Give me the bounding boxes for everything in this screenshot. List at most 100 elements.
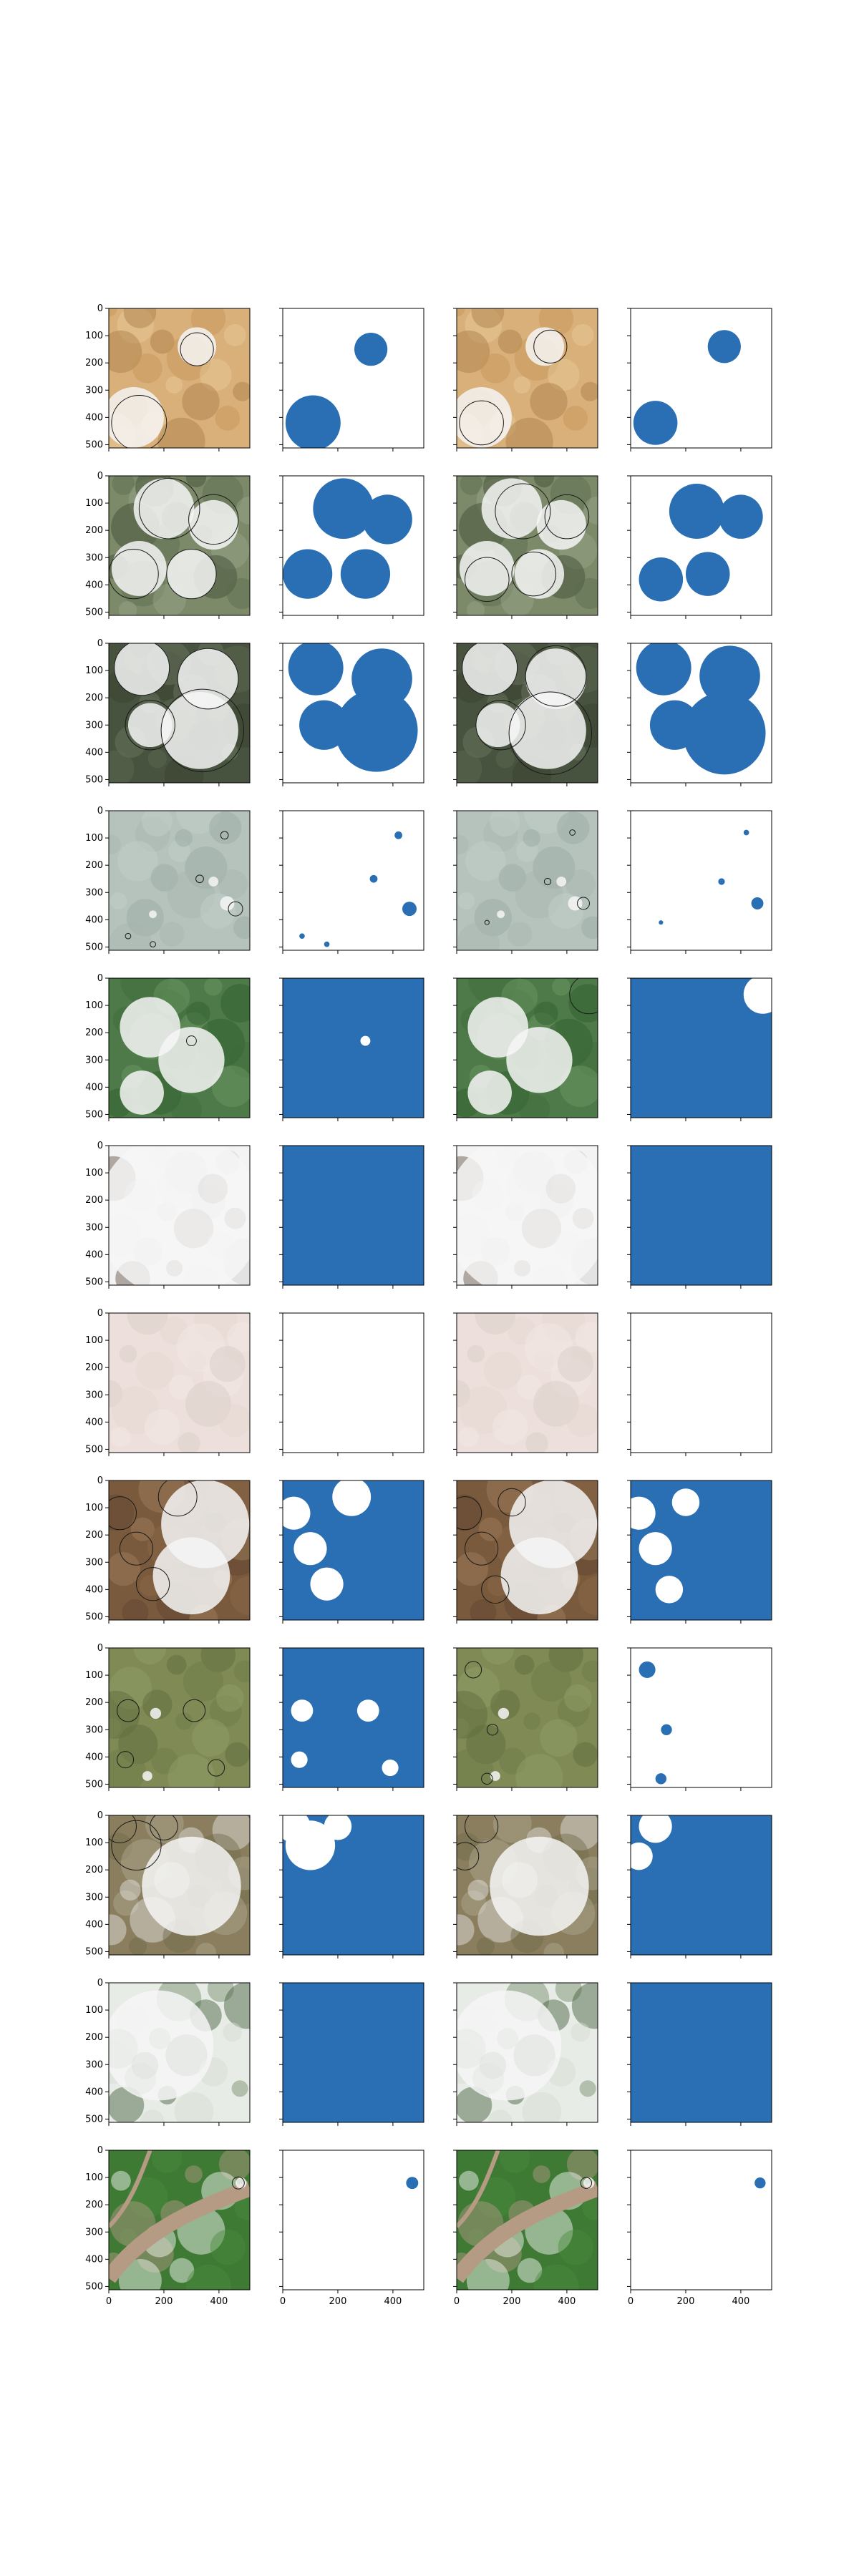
image-texture-patch bbox=[540, 1719, 578, 1757]
image-texture-patch bbox=[110, 892, 127, 909]
mask-blob bbox=[669, 484, 724, 539]
axes-frame bbox=[282, 977, 424, 1118]
image-texture-patch bbox=[147, 749, 167, 769]
cloud-shape bbox=[109, 1146, 250, 1285]
image-texture-patch bbox=[230, 1576, 250, 1616]
image-texture-patch bbox=[170, 1094, 203, 1118]
axes-frame bbox=[630, 643, 772, 784]
image-texture-patch bbox=[555, 1983, 582, 2002]
axes-frame bbox=[456, 1647, 598, 1788]
y-tick-label: 200 bbox=[85, 2200, 103, 2210]
mask-blob bbox=[291, 1699, 314, 1722]
cloud-shape bbox=[498, 1707, 510, 1719]
mask-contour bbox=[465, 1815, 499, 1843]
y-tick-label: 100 bbox=[85, 1838, 103, 1848]
image-texture-patch bbox=[142, 811, 173, 837]
x-tick-label: 200 bbox=[503, 2296, 521, 2307]
mask-blob bbox=[743, 978, 772, 1014]
image-texture-patch bbox=[505, 417, 553, 448]
mask-contour bbox=[117, 1699, 140, 1722]
axes-frame bbox=[456, 1145, 598, 1286]
axes-frame bbox=[108, 1145, 251, 1286]
panel-content bbox=[457, 811, 598, 950]
image-texture-patch bbox=[457, 1914, 475, 1946]
mask-contour bbox=[543, 877, 552, 886]
mask-contour bbox=[186, 1035, 197, 1047]
panel-content bbox=[631, 1648, 772, 1787]
mask-blob bbox=[631, 1842, 653, 1870]
image-texture-patch bbox=[113, 1890, 139, 1916]
image-texture-patch bbox=[487, 2109, 513, 2122]
panel-content bbox=[631, 476, 772, 615]
mask-contour bbox=[508, 691, 593, 775]
y-tick-label: 100 bbox=[85, 331, 103, 341]
mask-background bbox=[283, 811, 424, 950]
image-texture-patch bbox=[145, 1815, 184, 1843]
mask-contour bbox=[138, 477, 200, 540]
image-texture-patch bbox=[457, 2087, 492, 2122]
cloud-shape bbox=[158, 1027, 225, 1093]
y-tick-label: 0 bbox=[97, 973, 103, 984]
axes-frame bbox=[456, 2150, 598, 2290]
image-texture-patch bbox=[583, 496, 598, 525]
y-tick-label: 500 bbox=[85, 1611, 103, 1622]
y-tick-label: 0 bbox=[97, 1643, 103, 1654]
mask-contour bbox=[114, 643, 170, 696]
image-texture-patch bbox=[160, 1317, 188, 1345]
axes-frame bbox=[630, 1480, 772, 1621]
cloud-shape bbox=[481, 478, 543, 540]
cloud-shape bbox=[514, 549, 565, 599]
y-tick-label: 100 bbox=[85, 665, 103, 676]
image-texture-patch bbox=[560, 1815, 598, 1851]
y-tick-label: 200 bbox=[85, 358, 103, 369]
cloud-shape bbox=[178, 327, 217, 366]
cloud-shape bbox=[457, 1146, 598, 1285]
y-tick-label: 200 bbox=[85, 1195, 103, 1206]
panel-content bbox=[457, 476, 598, 615]
image-texture-patch bbox=[492, 1815, 532, 1843]
image-texture-patch bbox=[490, 811, 520, 837]
y-tick-label: 500 bbox=[85, 607, 103, 618]
image-texture-patch bbox=[476, 1937, 495, 1955]
image-texture-patch bbox=[457, 1833, 481, 1861]
image-texture-patch bbox=[127, 1313, 168, 1335]
y-tick-label: 300 bbox=[85, 552, 103, 563]
mask-contour bbox=[580, 2177, 593, 2189]
image-texture-patch bbox=[579, 2080, 596, 2097]
panel-r7-c1: 0 100 200 300 400 500 bbox=[85, 1308, 251, 1456]
y-tick-label: 500 bbox=[85, 2281, 103, 2292]
mask-contour bbox=[228, 901, 243, 917]
image-texture-patch bbox=[211, 1065, 250, 1108]
image-texture-patch bbox=[109, 1833, 133, 1861]
image-texture-patch bbox=[209, 1695, 242, 1727]
image-texture-patch bbox=[122, 1599, 149, 1620]
image-texture-patch bbox=[165, 376, 183, 394]
image-texture-patch bbox=[578, 1576, 598, 1616]
y-tick-label: 400 bbox=[85, 412, 103, 423]
mask-contour bbox=[569, 829, 576, 836]
image-texture-patch bbox=[498, 329, 523, 354]
panel-r3-c1: 0 100 200 300 400 500 bbox=[85, 638, 251, 786]
image-texture-patch bbox=[133, 1648, 167, 1665]
panel-r8-c3 bbox=[453, 1480, 598, 1624]
image-texture-patch bbox=[525, 1432, 548, 1453]
mask-contour bbox=[157, 1480, 198, 1517]
cloud-shape bbox=[111, 541, 167, 596]
image-texture-patch bbox=[183, 1661, 224, 1702]
image-texture-patch bbox=[229, 1041, 250, 1078]
image-texture-patch bbox=[574, 577, 598, 610]
y-tick-label: 300 bbox=[85, 1055, 103, 1065]
image-texture-patch bbox=[563, 406, 588, 431]
panel-r1-c1: 0 100 200 300 400 500 bbox=[85, 303, 251, 452]
image-texture-patch bbox=[135, 1351, 174, 1390]
image-texture-patch bbox=[566, 2150, 598, 2181]
river-shape bbox=[457, 2181, 598, 2283]
image-texture-patch bbox=[109, 1380, 123, 1407]
mask-blob bbox=[332, 1480, 372, 1516]
y-tick-label: 100 bbox=[85, 2172, 103, 2183]
panel-r9-c1: 0 100 200 300 400 500 bbox=[85, 1643, 251, 1791]
panel-content bbox=[283, 1146, 424, 1285]
y-tick-label: 500 bbox=[85, 1444, 103, 1455]
image-texture-patch bbox=[457, 750, 482, 783]
axes-frame bbox=[108, 2150, 251, 2290]
